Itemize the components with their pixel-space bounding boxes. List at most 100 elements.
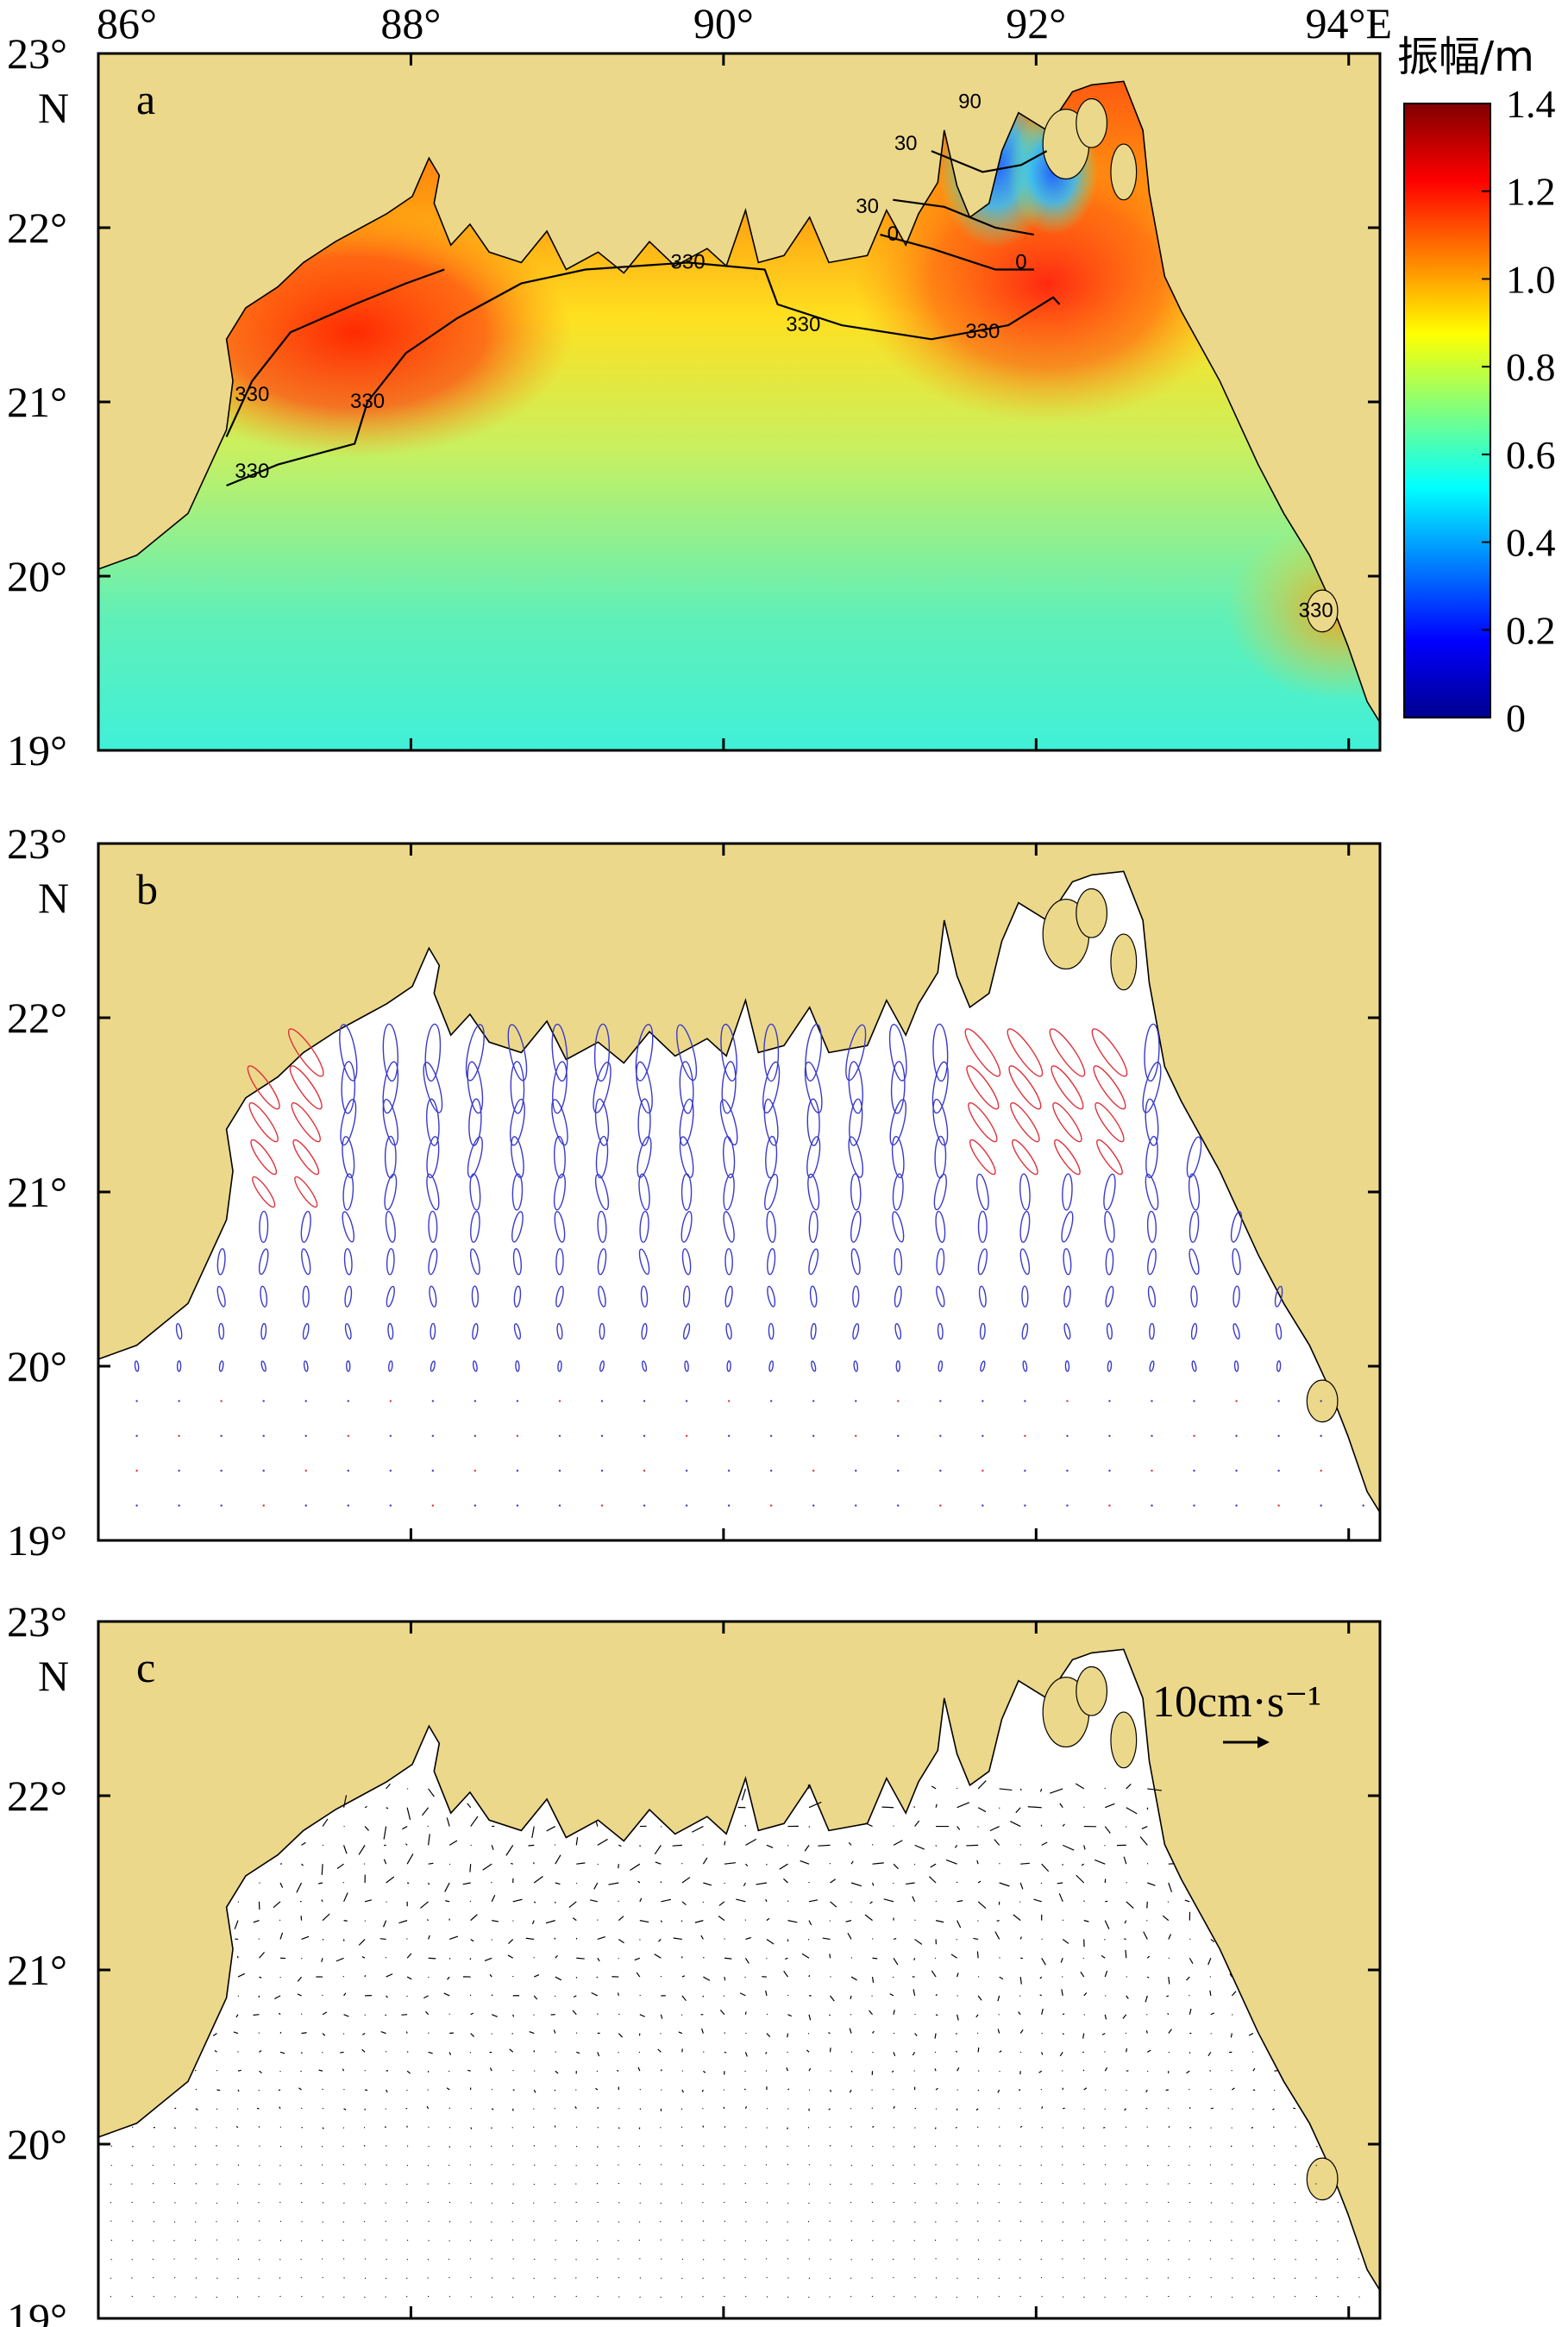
residual-arrow xyxy=(259,2164,260,2167)
ellipse-dot xyxy=(431,1504,435,1507)
residual-arrow xyxy=(1146,2183,1148,2186)
residual-arrow xyxy=(1126,1807,1138,1815)
residual-arrow xyxy=(956,1973,959,1978)
ellipse-dot xyxy=(1320,1400,1322,1402)
colorbar-tick-label: 0.2 xyxy=(1506,608,1556,652)
residual-arrow xyxy=(152,2276,154,2279)
residual-arrow xyxy=(576,1862,586,1865)
ellipse-dot xyxy=(1024,1400,1026,1402)
residual-arrow xyxy=(428,2032,430,2034)
tidal-ellipse xyxy=(852,1323,860,1340)
residual-arrow xyxy=(994,1839,1000,1846)
residual-arrow xyxy=(786,2067,789,2072)
tidal-ellipse xyxy=(511,1211,524,1243)
residual-arrow xyxy=(1019,1788,1022,1791)
residual-arrow xyxy=(296,1882,303,1893)
tidal-ellipse xyxy=(1274,1285,1283,1308)
residual-arrow xyxy=(575,1836,579,1846)
residual-arrow xyxy=(787,1920,798,1923)
tidal-ellipse xyxy=(1051,1065,1084,1110)
residual-arrow xyxy=(253,1920,260,1923)
residual-arrow xyxy=(1189,1957,1194,1964)
residual-arrow xyxy=(1209,2239,1212,2242)
residual-arrow xyxy=(576,2051,580,2054)
residual-arrow xyxy=(364,1826,369,1831)
residual-arrow xyxy=(661,1898,672,1903)
residual-arrow xyxy=(253,2014,260,2016)
y-tick-label: 19° xyxy=(7,2294,67,2327)
residual-arrow xyxy=(935,2108,938,2110)
residual-arrow xyxy=(1082,2221,1085,2223)
residual-arrow xyxy=(783,1970,788,1978)
tidal-ellipse xyxy=(938,1360,944,1372)
residual-arrow xyxy=(849,2028,852,2034)
residual-arrow xyxy=(597,1935,605,1941)
residual-arrow xyxy=(931,1970,937,1978)
residual-arrow xyxy=(428,2240,430,2242)
residual-arrow xyxy=(1019,1936,1022,1940)
residual-arrow xyxy=(766,1917,770,1922)
residual-arrow xyxy=(279,2106,281,2110)
residual-arrow xyxy=(1126,1881,1127,1884)
residual-arrow xyxy=(997,1995,1000,2002)
tidal-ellipse xyxy=(1232,1248,1241,1276)
island xyxy=(1306,2157,1339,2201)
residual-arrow xyxy=(1126,1901,1134,1909)
tidal-ellipse xyxy=(764,1173,779,1211)
residual-arrow xyxy=(1039,1976,1043,1979)
residual-arrow xyxy=(1165,2089,1169,2092)
tidal-ellipse xyxy=(641,1322,648,1340)
residual-arrow xyxy=(703,2051,705,2053)
tidal-ellipse xyxy=(931,1061,949,1114)
tidal-ellipse xyxy=(465,1024,485,1082)
residual-arrow xyxy=(701,2089,704,2092)
residual-arrow xyxy=(1145,2030,1148,2034)
residual-arrow xyxy=(954,1845,958,1848)
residual-arrow xyxy=(1104,2277,1107,2280)
residual-arrow xyxy=(511,2033,514,2035)
residual-arrow xyxy=(1126,1995,1129,1999)
residual-arrow xyxy=(1145,1995,1148,2003)
residual-arrow xyxy=(555,1854,561,1865)
residual-arrow xyxy=(702,1857,708,1865)
residual-arrow xyxy=(973,1937,979,1941)
ellipse-dot xyxy=(558,1470,561,1472)
contour-label: 30 xyxy=(856,195,879,218)
residual-arrow xyxy=(765,2052,768,2054)
tidal-ellipse xyxy=(216,1285,226,1308)
residual-arrow xyxy=(152,2182,154,2185)
residual-arrow xyxy=(998,2183,1000,2186)
residual-arrow xyxy=(935,1993,938,1997)
residual-arrow xyxy=(555,2164,556,2167)
residual-arrow xyxy=(1027,1806,1042,1809)
residual-arrow xyxy=(1166,1995,1170,1998)
tidal-ellipse xyxy=(513,1285,522,1308)
residual-arrow xyxy=(1126,2048,1127,2053)
ellipse-dot xyxy=(516,1434,519,1438)
ellipse-dot xyxy=(1108,1434,1111,1438)
residual-arrow xyxy=(1232,2087,1235,2091)
tidal-ellipse xyxy=(252,1176,276,1208)
tidal-ellipse xyxy=(642,1360,648,1372)
residual-arrow xyxy=(358,1845,366,1855)
ellipse-dot xyxy=(347,1504,349,1507)
residual-arrow xyxy=(1059,1803,1063,1809)
residual-arrow xyxy=(1083,1845,1086,1850)
residual-arrow xyxy=(575,2240,578,2242)
residual-arrow xyxy=(672,1844,682,1847)
residual-arrow xyxy=(383,1826,387,1840)
residual-arrow xyxy=(808,1920,812,1926)
residual-arrow xyxy=(1146,2295,1148,2298)
residual-arrow xyxy=(546,1826,556,1832)
tidal-ellipse xyxy=(932,1023,949,1082)
residual-arrow xyxy=(637,2067,641,2072)
ellipse-dot xyxy=(135,1434,138,1438)
residual-arrow xyxy=(1081,1863,1085,1866)
island xyxy=(1076,1665,1108,1716)
residual-arrow xyxy=(673,1937,682,1941)
residual-arrow xyxy=(532,1862,535,1865)
tidal-ellipse xyxy=(216,1248,226,1276)
tidal-ellipse xyxy=(640,1285,649,1308)
residual-arrow xyxy=(639,1897,643,1903)
residual-arrow xyxy=(529,2030,535,2035)
